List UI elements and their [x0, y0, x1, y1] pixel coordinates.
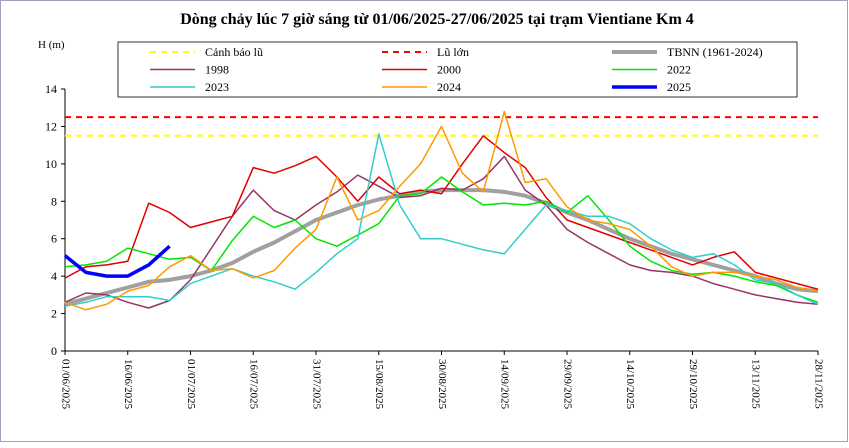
y-tick-label: 6: [51, 232, 57, 246]
series-line: [64, 135, 819, 290]
y-tick-label: 4: [51, 269, 57, 283]
x-tick-label: 30/08/2025: [436, 359, 448, 410]
x-tick-label: 16/06/2025: [122, 359, 134, 410]
legend-label: Lũ lớn: [437, 45, 469, 59]
x-tick-label: 14/10/2025: [624, 359, 636, 410]
legend: [117, 41, 798, 98]
x-tick-label: 15/08/2025: [373, 359, 385, 410]
series-line: [63, 244, 171, 278]
y-tick-label: 2: [51, 307, 57, 321]
y-tick-label: 10: [45, 157, 57, 171]
series-line: [64, 176, 819, 304]
x-tick-label: 28/11/2025: [812, 359, 824, 409]
x-tick-label: 29/09/2025: [561, 359, 573, 410]
x-tick-label: 13/11/2025: [750, 359, 762, 409]
series-line: [64, 133, 819, 307]
x-tick-label: 31/07/2025: [310, 359, 322, 410]
legend-label: 2025: [667, 80, 691, 94]
series-line: [64, 188, 819, 307]
legend-label: 2022: [667, 63, 691, 77]
y-tick-label: 0: [51, 344, 57, 358]
x-tick-label: 29/10/2025: [687, 359, 699, 410]
chart-title: Dòng chảy lúc 7 giờ sáng từ 01/06/2025-2…: [180, 11, 694, 28]
y-axis-label: H (m): [38, 39, 65, 51]
x-tick-label: 14/09/2025: [499, 359, 511, 410]
legend-label: TBNN (1961-2024): [667, 45, 763, 59]
legend-label: 2000: [437, 63, 461, 77]
series-line: [64, 110, 819, 311]
legend-label: 2024: [437, 80, 461, 94]
y-tick-label: 14: [45, 82, 57, 96]
y-tick-label: 12: [45, 119, 57, 133]
x-tick-label: 16/07/2025: [248, 359, 260, 410]
x-tick-label: 01/06/2025: [59, 359, 71, 410]
y-tick-label: 8: [51, 194, 57, 208]
legend-label: 2023: [205, 80, 229, 94]
legend-label: Cảnh báo lũ: [205, 45, 263, 59]
legend-label: 1998: [205, 63, 229, 77]
x-tick-label: 01/07/2025: [185, 359, 197, 410]
